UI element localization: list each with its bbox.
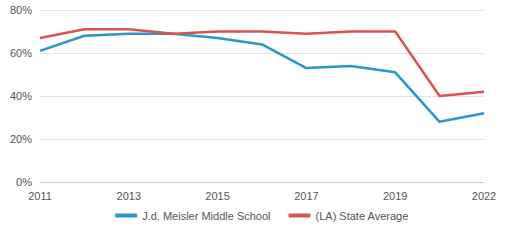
svg-text:2015: 2015 (205, 190, 229, 202)
svg-text:20%: 20% (10, 133, 32, 145)
svg-text:(LA) State Average: (LA) State Average (316, 210, 409, 222)
svg-text:40%: 40% (10, 90, 32, 102)
svg-text:2019: 2019 (383, 190, 407, 202)
svg-text:2017: 2017 (294, 190, 318, 202)
svg-text:2013: 2013 (117, 190, 141, 202)
svg-text:0%: 0% (16, 176, 32, 188)
svg-text:80%: 80% (10, 4, 32, 16)
svg-text:J.d. Meisler Middle School: J.d. Meisler Middle School (142, 210, 270, 222)
svg-text:60%: 60% (10, 47, 32, 59)
svg-text:2022: 2022 (472, 190, 496, 202)
svg-text:2011: 2011 (28, 190, 52, 202)
